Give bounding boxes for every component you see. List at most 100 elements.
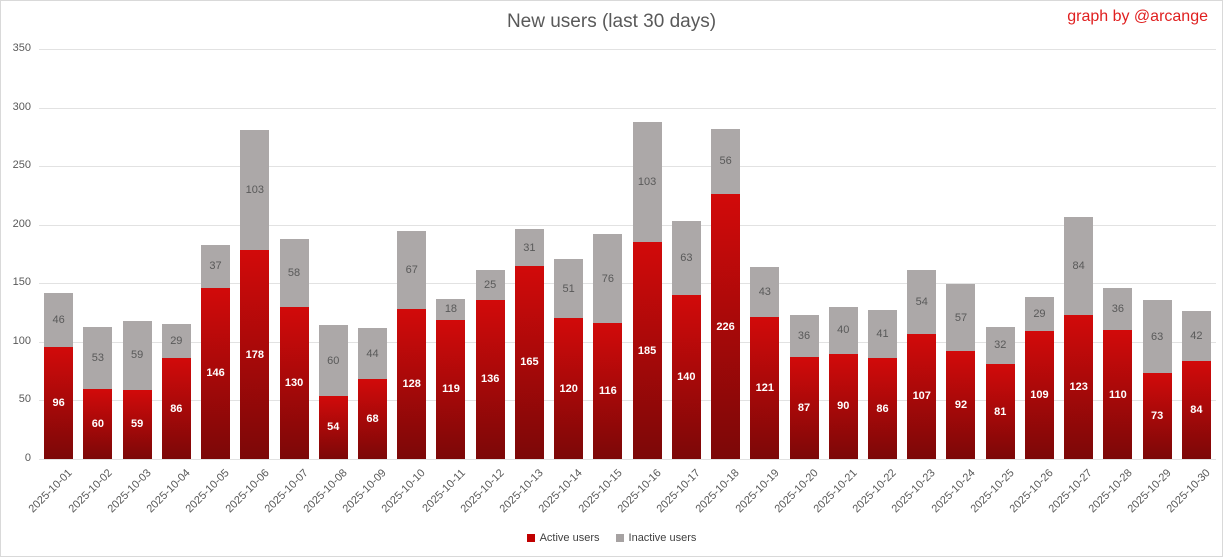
- inactive-value-label: 36: [797, 329, 811, 342]
- inactive-value-label: 63: [1151, 330, 1164, 343]
- bar-active-2025-10-24: 92: [946, 351, 976, 459]
- active-value-label: 136: [480, 373, 500, 386]
- bar-active-2025-10-15: 116: [593, 323, 623, 459]
- active-value-label: 121: [755, 382, 774, 395]
- inactive-value-label: 37: [209, 260, 222, 273]
- bar-inactive-2025-10-08: 60: [318, 325, 348, 396]
- bar-active-2025-10-09: 68: [357, 379, 387, 459]
- legend: Active users Inactive users: [1, 532, 1222, 544]
- y-axis-tick-100: 100: [12, 334, 31, 347]
- bar-active-2025-10-02: 60: [83, 388, 113, 459]
- inactive-value-label: 18: [444, 303, 458, 316]
- active-value-label: 60: [91, 417, 104, 430]
- legend-label: Inactive users: [628, 532, 697, 544]
- bar-inactive-2025-10-24: 57: [946, 284, 976, 352]
- legend-item-inactive-users: Inactive users: [615, 532, 697, 544]
- legend-item-active-users: Active users: [526, 532, 600, 544]
- bar-active-2025-10-20: 87: [789, 357, 819, 459]
- gridline-250: [39, 166, 1216, 168]
- bar-active-2025-10-17: 140: [671, 295, 701, 459]
- inactive-value-label: 44: [366, 347, 379, 360]
- active-value-label: 90: [837, 400, 850, 413]
- bar-active-2025-10-26: 109: [1024, 331, 1054, 459]
- bar-active-2025-10-08: 54: [318, 395, 348, 459]
- bar-active-2025-10-23: 107: [907, 333, 937, 459]
- bar-inactive-2025-10-19: 43: [750, 266, 780, 318]
- bar-active-2025-10-04: 86: [161, 358, 191, 459]
- active-value-label: 59: [130, 418, 144, 431]
- bar-active-2025-10-13: 165: [514, 265, 544, 459]
- bar-inactive-2025-10-04: 29: [161, 324, 191, 359]
- bar-active-2025-10-03: 59: [122, 389, 152, 459]
- inactive-value-label: 76: [601, 272, 614, 285]
- inactive-value-label: 46: [52, 313, 65, 326]
- gridline-0: [39, 459, 1216, 460]
- bar-inactive-2025-10-07: 58: [279, 238, 309, 307]
- active-legend-swatch-icon: [526, 534, 535, 542]
- bar-active-2025-10-16: 185: [632, 242, 662, 459]
- bar-inactive-2025-10-10: 67: [397, 230, 427, 310]
- inactive-value-label: 57: [954, 311, 968, 324]
- bar-inactive-2025-10-17: 63: [671, 221, 701, 295]
- bar-inactive-2025-10-23: 54: [907, 270, 937, 334]
- bar-inactive-2025-10-02: 53: [83, 326, 113, 389]
- bar-active-2025-10-01: 96: [44, 346, 74, 459]
- inactive-value-label: 40: [837, 324, 850, 337]
- inactive-value-label: 41: [876, 328, 889, 341]
- inactive-value-label: 51: [562, 282, 575, 295]
- inactive-value-label: 29: [170, 335, 183, 348]
- y-axis-tick-200: 200: [12, 217, 31, 230]
- active-value-label: 86: [170, 402, 183, 415]
- y-axis-tick-250: 250: [12, 159, 31, 172]
- inactive-value-label: 84: [1072, 259, 1085, 272]
- bar-inactive-2025-10-25: 32: [985, 326, 1015, 365]
- bar-inactive-2025-10-06: 103: [240, 129, 270, 251]
- bar-inactive-2025-10-18: 56: [711, 128, 741, 195]
- active-value-label: 140: [677, 371, 696, 383]
- inactive-value-label: 67: [405, 263, 418, 276]
- inactive-value-label: 25: [484, 279, 497, 292]
- gridline-100: [39, 341, 1216, 343]
- legend-label: Active users: [539, 532, 600, 544]
- bar-active-2025-10-14: 120: [554, 318, 584, 459]
- active-value-label: 116: [599, 385, 617, 398]
- y-axis-tick-150: 150: [12, 276, 31, 289]
- active-value-label: 96: [52, 396, 65, 409]
- bar-active-2025-10-18: 226: [711, 194, 741, 459]
- bar-active-2025-10-12: 136: [475, 299, 505, 459]
- y-axis-tick-50: 50: [18, 393, 31, 406]
- bar-inactive-2025-10-26: 29: [1024, 297, 1054, 332]
- bar-active-2025-10-10: 128: [397, 309, 427, 459]
- inactive-value-label: 58: [287, 266, 301, 279]
- bar-inactive-2025-10-12: 25: [475, 270, 505, 300]
- bar-inactive-2025-10-29: 63: [1142, 299, 1172, 374]
- y-axis-tick-300: 300: [12, 100, 31, 113]
- active-value-label: 165: [520, 356, 539, 369]
- active-value-label: 130: [284, 376, 304, 389]
- bar-active-2025-10-11: 119: [436, 319, 466, 459]
- bar-active-2025-10-30: 84: [1181, 360, 1211, 459]
- active-value-label: 109: [1030, 389, 1049, 402]
- chart-title: New users (last 30 days): [506, 11, 717, 32]
- bar-inactive-2025-10-14: 51: [554, 258, 584, 319]
- inactive-value-label: 56: [719, 155, 732, 168]
- inactive-value-label: 36: [1111, 303, 1125, 316]
- active-value-label: 107: [912, 390, 931, 403]
- inactive-value-label: 32: [994, 339, 1007, 352]
- attribution: graph by @arcange: [1067, 8, 1208, 25]
- bar-inactive-2025-10-30: 42: [1181, 311, 1211, 361]
- bar-active-2025-10-25: 81: [985, 364, 1015, 459]
- active-value-label: 178: [245, 348, 264, 361]
- gridline-350: [39, 49, 1216, 50]
- bar-inactive-2025-10-20: 36: [789, 314, 819, 358]
- bar-inactive-2025-10-28: 36: [1103, 287, 1133, 331]
- inactive-value-label: 103: [245, 184, 264, 197]
- bar-inactive-2025-10-03: 59: [122, 320, 152, 390]
- bar-inactive-2025-10-16: 103: [632, 121, 662, 243]
- gridline-300: [39, 107, 1216, 109]
- active-value-label: 110: [1109, 388, 1127, 401]
- active-value-label: 73: [1151, 410, 1164, 423]
- inactive-legend-swatch-icon: [615, 534, 624, 542]
